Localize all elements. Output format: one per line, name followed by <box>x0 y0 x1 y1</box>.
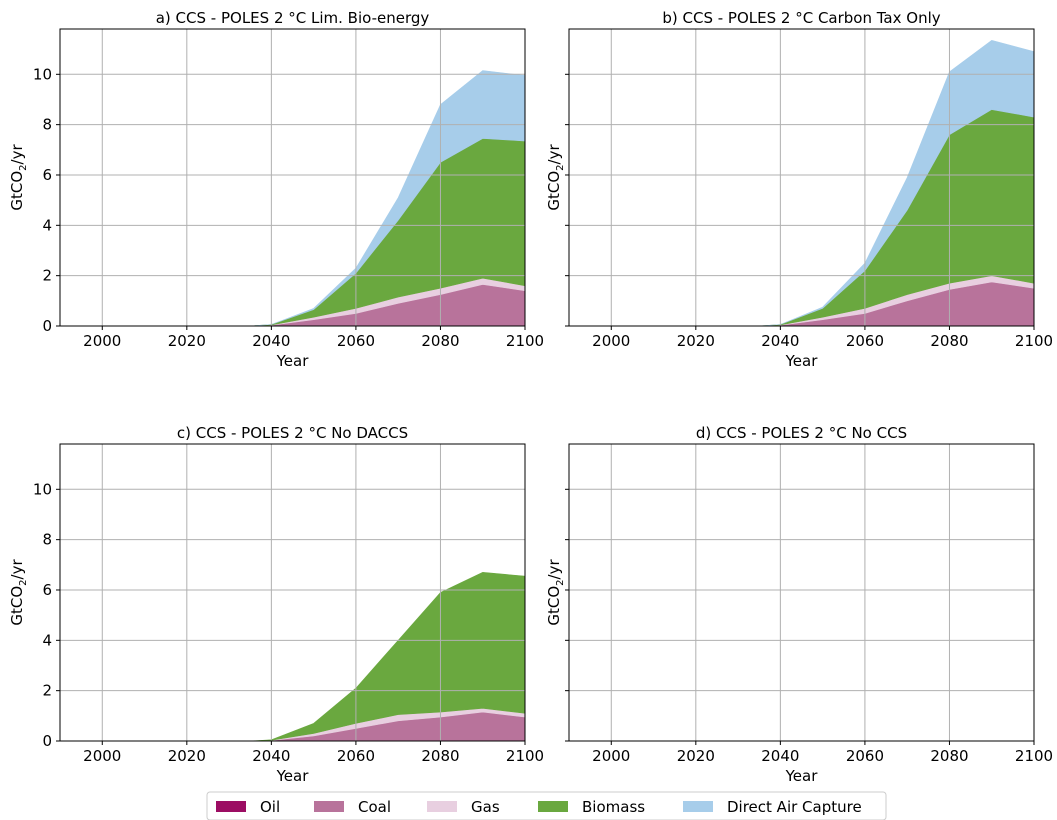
y-tick-label: 8 <box>42 531 52 549</box>
axes-frame <box>59 28 526 327</box>
x-tick-label: 2000 <box>83 332 121 350</box>
subplot-b: 2000 2020 2040 2060 2080 2100 b) CCS - POLES 2… <box>545 9 1053 370</box>
x-tick-label: 2060 <box>337 747 375 765</box>
x-axis-label: Year <box>785 352 819 370</box>
subplot-title: a) CCS - POLES 2 °C Lim. Bio-energy <box>156 9 430 27</box>
x-tick-label: 2020 <box>677 747 715 765</box>
legend-swatch-biomass <box>538 801 568 812</box>
subplot-c: 2000 2020 2040 2060 2080 2100 0 2 4 6 8 10 c) CCS - … <box>8 424 544 785</box>
legend-swatch-direct-air-capture <box>683 801 713 812</box>
y-tick-label: 10 <box>33 65 52 83</box>
subplot-title: d) CCS - POLES 2 °C No CCS <box>696 424 907 442</box>
y-tick-label: 10 <box>33 480 52 498</box>
x-tick-label: 2040 <box>761 747 799 765</box>
legend-label-oil: Oil <box>260 798 280 816</box>
x-tick-label: 2000 <box>592 747 630 765</box>
x-tick-label: 2020 <box>677 332 715 350</box>
axes-frame <box>59 443 526 742</box>
subplot-title: c) CCS - POLES 2 °C No DACCS <box>177 424 408 442</box>
legend-label-direct-air-capture: Direct Air Capture <box>727 798 862 816</box>
x-tick-label: 2060 <box>846 747 884 765</box>
y-tick-label: 0 <box>42 317 52 335</box>
y-tick-label: 0 <box>42 732 52 750</box>
x-tick-label: 2060 <box>846 332 884 350</box>
legend-swatch-gas <box>427 801 457 812</box>
y-tick-label: 2 <box>42 267 52 285</box>
x-tick-label: 2000 <box>592 332 630 350</box>
y-tick-label: 6 <box>42 581 52 599</box>
axes-frame <box>568 443 1035 742</box>
subplot-a: 2000 2020 2040 2060 2080 2100 0 2 4 6 8 10 a) CCS - … <box>8 9 544 370</box>
subplot-d: 2000 2020 2040 2060 2080 2100 d) CCS - POLES 2… <box>545 424 1053 785</box>
y-tick-label: 6 <box>42 166 52 184</box>
x-tick-label: 2040 <box>252 332 290 350</box>
x-tick-label: 2060 <box>337 332 375 350</box>
legend-swatch-oil <box>216 801 246 812</box>
legend-label-biomass: Biomass <box>582 798 645 816</box>
y-tick-label: 2 <box>42 682 52 700</box>
y-tick-label: 4 <box>42 631 52 649</box>
legend: Oil Coal Gas Biomass Direct Air Capture <box>206 791 887 820</box>
x-tick-label: 2040 <box>252 747 290 765</box>
x-tick-label: 2100 <box>506 747 544 765</box>
x-tick-label: 2080 <box>930 332 968 350</box>
x-tick-label: 2020 <box>168 747 206 765</box>
y-axis-label: GtCO2/yr <box>8 144 29 211</box>
x-tick-label: 2080 <box>930 747 968 765</box>
x-axis-label: Year <box>276 767 310 785</box>
x-tick-label: 2000 <box>83 747 121 765</box>
legend-label-coal: Coal <box>358 798 391 816</box>
legend-label-gas: Gas <box>471 798 500 816</box>
x-tick-label: 2100 <box>1015 747 1053 765</box>
y-tick-label: 4 <box>42 216 52 234</box>
x-tick-label: 2080 <box>421 747 459 765</box>
subplot-title: b) CCS - POLES 2 °C Carbon Tax Only <box>662 9 940 27</box>
y-axis-label: GtCO2/yr <box>545 559 566 626</box>
y-axis-label: GtCO2/yr <box>545 144 566 211</box>
x-tick-label: 2040 <box>761 332 799 350</box>
x-axis-label: Year <box>785 767 819 785</box>
x-tick-label: 2100 <box>506 332 544 350</box>
axes-frame <box>568 28 1035 327</box>
y-axis-label: GtCO2/yr <box>8 559 29 626</box>
x-tick-label: 2080 <box>421 332 459 350</box>
x-tick-label: 2100 <box>1015 332 1053 350</box>
y-tick-label: 8 <box>42 116 52 134</box>
x-tick-label: 2020 <box>168 332 206 350</box>
legend-swatch-coal <box>314 801 344 812</box>
x-axis-label: Year <box>276 352 310 370</box>
